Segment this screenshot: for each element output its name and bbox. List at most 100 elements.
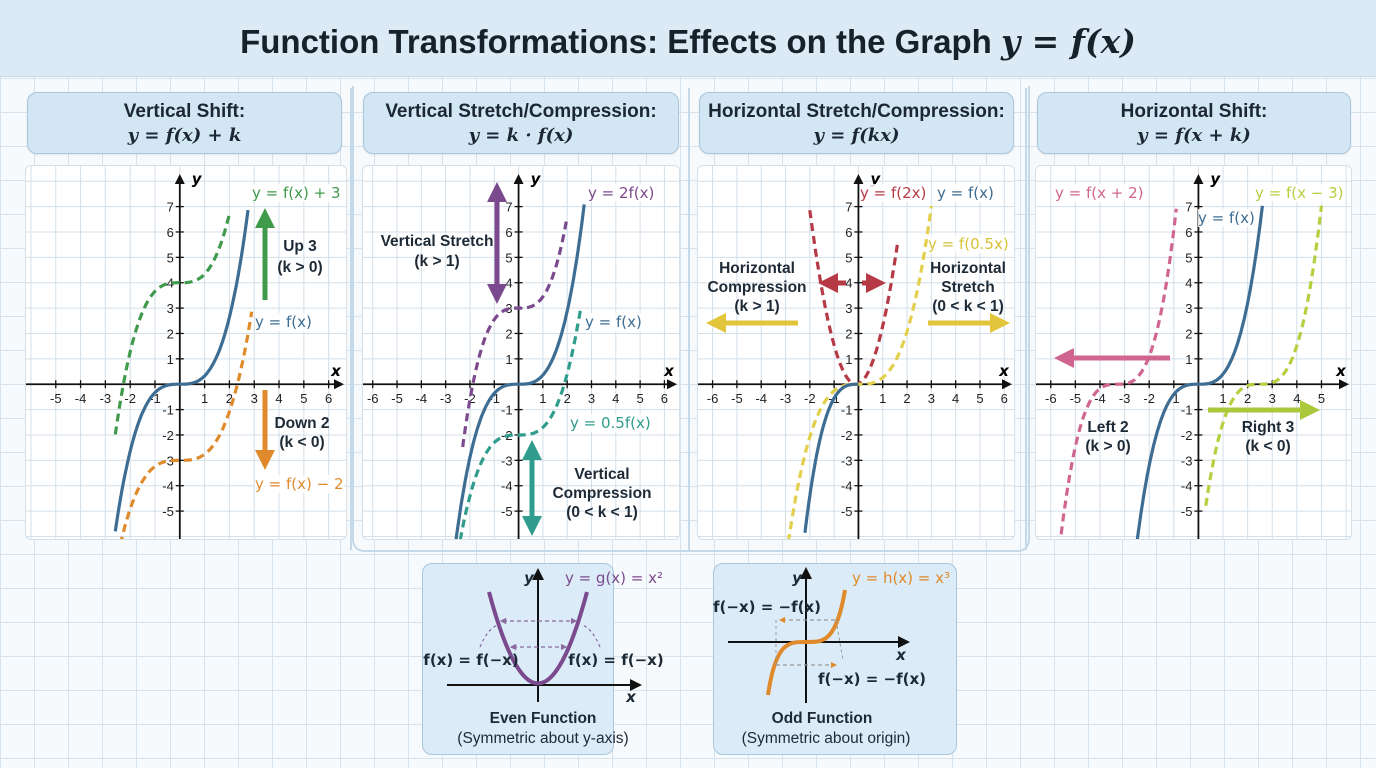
y-tick-label: -3 xyxy=(162,453,174,468)
x-tick-label: -1 xyxy=(1168,391,1180,406)
x-tick-label: -4 xyxy=(1094,391,1106,406)
title-text: Function Transformations: Effects on the… xyxy=(240,23,992,60)
panel-header-vertical-stretch: Vertical Stretch/Compression: y = k · f(x… xyxy=(363,92,679,154)
even-right-equation: f(x) = f(−x) xyxy=(568,651,664,669)
x-axis-label: x xyxy=(663,362,675,380)
y-tick-label: 4 xyxy=(167,276,174,291)
y-tick-label: 5 xyxy=(1185,250,1192,265)
annotation-compression: Vertical xyxy=(574,466,630,483)
y-tick-label: -2 xyxy=(162,428,174,443)
curve-label-compress: y = f(2x) xyxy=(860,184,927,202)
even-function-title: Even Function xyxy=(489,710,597,727)
x-tick-label: 3 xyxy=(251,391,258,406)
y-tick-label: 7 xyxy=(845,200,852,215)
annotation-up-condition: (k > 0) xyxy=(277,259,323,276)
even-curved-arrow xyxy=(581,624,601,648)
x-tick-label: -2 xyxy=(124,391,136,406)
y-tick-label: 4 xyxy=(1185,276,1192,291)
curve-label-right-shift: y = f(x − 3) xyxy=(1255,184,1344,202)
center-frame xyxy=(352,86,1030,552)
x-tick-label: 6 xyxy=(661,391,668,406)
curve-label-stretch: y = f(0.5x) xyxy=(928,235,1009,253)
y-tick-label: 1 xyxy=(167,352,174,367)
y-tick-label: 4 xyxy=(845,276,852,291)
x-tick-label: 6 xyxy=(325,391,332,406)
annotation-right: Right 3 xyxy=(1241,419,1295,436)
x-axis-label: x xyxy=(998,362,1010,380)
x-tick-label: 5 xyxy=(1318,391,1325,406)
curve-label-stretch: y = 2f(x) xyxy=(588,184,655,202)
annotation-stretch: Horizontal xyxy=(930,260,1006,277)
y-tick-label: 7 xyxy=(505,200,512,215)
panel-formula: y = f(x) + k xyxy=(127,125,242,146)
transformed-curve xyxy=(461,216,569,448)
y-tick-label: 1 xyxy=(505,352,512,367)
x-tick-label: -6 xyxy=(707,391,719,406)
x-tick-label: -3 xyxy=(1119,391,1131,406)
y-axis-arrow-icon xyxy=(853,174,864,184)
y-axis-label: y xyxy=(870,170,881,188)
x-tick-label: -4 xyxy=(416,391,428,406)
even-left-equation: f(x) = f(−x) xyxy=(423,651,519,669)
x-tick-label: -2 xyxy=(464,391,476,406)
curve-label-shift-down: y = f(x) − 2 xyxy=(255,475,344,493)
odd-function-title: Odd Function xyxy=(771,710,873,727)
y-tick-label: -5 xyxy=(162,504,174,519)
odd-cubic xyxy=(766,589,847,696)
panel-formula: y = f(kx) xyxy=(813,125,900,146)
transformed-curve xyxy=(458,308,583,539)
y-axis-label: y xyxy=(531,170,542,188)
transformed-curve xyxy=(120,311,254,539)
even-curved-arrow xyxy=(479,624,499,648)
transformed-curve xyxy=(1204,205,1324,507)
y-tick-label: 3 xyxy=(167,301,174,316)
annotation-compression: Compression xyxy=(707,279,807,296)
even-curve-label: y = g(x) = x² xyxy=(564,569,664,587)
x-tick-label: -5 xyxy=(731,391,743,406)
curves xyxy=(113,209,254,539)
y-tick-label: -4 xyxy=(501,479,513,494)
odd-x-label: x xyxy=(896,646,906,664)
base-curve xyxy=(803,382,859,533)
x-tick-label: 3 xyxy=(1269,391,1276,406)
y-tick-label: -5 xyxy=(1181,504,1193,519)
x-tick-label: 3 xyxy=(928,391,935,406)
y-axis-arrow-icon xyxy=(1193,174,1204,184)
odd-top-equation: f(−x) = −f(x) xyxy=(713,598,821,616)
curves xyxy=(787,205,933,539)
y-tick-label: -3 xyxy=(841,453,853,468)
annotation-stretch-condition: (0 < k < 1) xyxy=(932,298,1004,315)
panel-title: Vertical Shift: xyxy=(123,101,246,122)
curve-label-base: y = f(x) xyxy=(937,184,994,202)
odd-guide xyxy=(835,619,844,661)
y-axis-label: y xyxy=(1210,170,1221,188)
y-axis-arrow-icon xyxy=(174,174,185,184)
transformed-curve xyxy=(787,205,933,539)
x-tick-label: -2 xyxy=(1143,391,1155,406)
panel-header-horizontal-stretch: Horizontal Stretch/Compression: y = f(kx) xyxy=(699,92,1014,154)
x-tick-label: 6 xyxy=(1001,391,1008,406)
odd-y-label: y xyxy=(792,569,802,587)
y-tick-label: -5 xyxy=(841,504,853,519)
x-tick-label: 5 xyxy=(976,391,983,406)
curve-label-base: y = f(x) xyxy=(255,313,312,331)
title-formula: y = f(x) xyxy=(1000,22,1136,61)
annotation-left-condition: (k > 0) xyxy=(1085,438,1131,455)
x-tick-label: -6 xyxy=(367,391,379,406)
x-tick-label: 4 xyxy=(612,391,619,406)
y-tick-label: 3 xyxy=(845,301,852,316)
plot-canvas: x y -5 -4 -3 -2 -1 1 2 3 4 5 6 -5 -4 -3 -2 -1 1 2 3 4 5 6 7 xyxy=(26,166,346,539)
odd-curve-label: y = h(x) = x³ xyxy=(851,569,951,587)
y-tick-label: -4 xyxy=(841,479,853,494)
annotation-stretch: Vertical Stretch xyxy=(380,233,494,250)
annotation-left: Left 2 xyxy=(1087,419,1129,436)
x-axis-label: x xyxy=(330,362,342,380)
plot-canvas: x y -6 -5 -4 -3 -2 -1 1 2 3 4 5 -5 -4 -3 -2 -1 1 2 3 4 5 6 7 xyxy=(1036,166,1351,539)
curves xyxy=(454,204,586,539)
x-tick-label: 5 xyxy=(300,391,307,406)
curve-label-base: y = f(x) xyxy=(585,313,642,331)
y-tick-label: -1 xyxy=(162,403,174,418)
panel-title: Horizontal Stretch/Compression: xyxy=(708,101,1005,122)
y-tick-label: 5 xyxy=(845,250,852,265)
